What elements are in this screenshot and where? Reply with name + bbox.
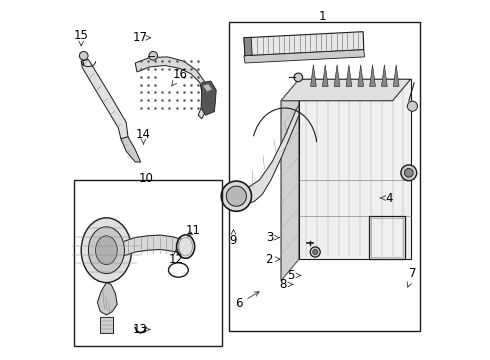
Ellipse shape xyxy=(96,236,117,265)
Polygon shape xyxy=(311,65,316,86)
Polygon shape xyxy=(121,137,141,162)
Polygon shape xyxy=(98,283,117,315)
Text: 6: 6 xyxy=(235,292,259,310)
Circle shape xyxy=(294,73,303,82)
Text: 1: 1 xyxy=(318,10,326,23)
Polygon shape xyxy=(334,65,340,86)
Polygon shape xyxy=(201,81,216,115)
Circle shape xyxy=(310,247,320,257)
Circle shape xyxy=(404,168,413,177)
Circle shape xyxy=(401,165,416,181)
Text: 2: 2 xyxy=(266,253,280,266)
Polygon shape xyxy=(369,65,375,86)
Polygon shape xyxy=(244,37,252,56)
Polygon shape xyxy=(358,65,364,86)
Circle shape xyxy=(226,186,246,206)
Polygon shape xyxy=(124,235,182,256)
Text: 7: 7 xyxy=(407,267,416,287)
Polygon shape xyxy=(81,59,128,139)
Text: 13: 13 xyxy=(133,323,150,336)
Text: 5: 5 xyxy=(288,269,301,282)
Polygon shape xyxy=(244,50,365,63)
Text: 8: 8 xyxy=(280,278,293,291)
Circle shape xyxy=(149,51,157,60)
Polygon shape xyxy=(281,79,411,101)
Bar xyxy=(229,22,419,331)
Circle shape xyxy=(407,101,417,111)
Polygon shape xyxy=(322,65,328,86)
Polygon shape xyxy=(244,32,364,56)
Polygon shape xyxy=(346,65,352,86)
Polygon shape xyxy=(382,65,387,86)
Text: 10: 10 xyxy=(139,172,153,185)
Bar xyxy=(74,180,221,346)
Text: 16: 16 xyxy=(172,68,188,86)
Text: 4: 4 xyxy=(380,192,393,204)
Polygon shape xyxy=(237,104,299,205)
Text: 11: 11 xyxy=(186,224,201,237)
Bar xyxy=(100,317,113,333)
Ellipse shape xyxy=(81,218,132,283)
Circle shape xyxy=(313,249,318,255)
Ellipse shape xyxy=(88,227,124,274)
Polygon shape xyxy=(281,79,299,281)
Text: 14: 14 xyxy=(136,128,151,144)
Text: 3: 3 xyxy=(266,231,279,244)
Circle shape xyxy=(221,181,251,211)
Bar xyxy=(371,218,403,257)
Polygon shape xyxy=(393,65,399,86)
Polygon shape xyxy=(203,84,212,91)
Bar xyxy=(299,79,411,259)
Polygon shape xyxy=(135,57,208,119)
Text: 15: 15 xyxy=(74,28,89,46)
Text: 12: 12 xyxy=(169,250,183,266)
Ellipse shape xyxy=(179,237,193,256)
Bar xyxy=(369,216,405,259)
Text: 9: 9 xyxy=(230,230,237,247)
Text: 17: 17 xyxy=(132,31,150,44)
Circle shape xyxy=(79,51,88,60)
